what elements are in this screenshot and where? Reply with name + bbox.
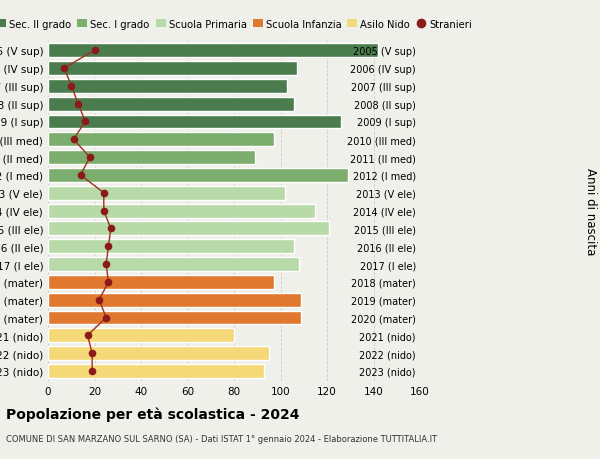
Bar [48, 222, 329, 236]
Text: Popolazione per età scolastica - 2024: Popolazione per età scolastica - 2024 [6, 406, 299, 421]
Bar [48, 44, 378, 58]
Bar [48, 133, 274, 147]
Bar [48, 311, 301, 325]
Bar [48, 97, 295, 112]
Text: COMUNE DI SAN MARZANO SUL SARNO (SA) - Dati ISTAT 1° gennaio 2024 - Elaborazione: COMUNE DI SAN MARZANO SUL SARNO (SA) - D… [6, 434, 437, 443]
Bar [48, 204, 316, 218]
Bar [48, 168, 348, 183]
Bar [48, 257, 299, 271]
Bar [48, 329, 234, 342]
Text: Anni di nascita: Anni di nascita [584, 168, 597, 255]
Bar [48, 186, 285, 200]
Bar [48, 115, 341, 129]
Bar [48, 364, 264, 378]
Bar [48, 240, 295, 254]
Bar [48, 293, 301, 307]
Bar [48, 347, 269, 360]
Bar [48, 80, 287, 94]
Bar [48, 62, 297, 76]
Bar [48, 151, 255, 165]
Bar [48, 275, 274, 289]
Legend: Sec. II grado, Sec. I grado, Scuola Primaria, Scuola Infanzia, Asilo Nido, Stran: Sec. II grado, Sec. I grado, Scuola Prim… [0, 20, 472, 29]
